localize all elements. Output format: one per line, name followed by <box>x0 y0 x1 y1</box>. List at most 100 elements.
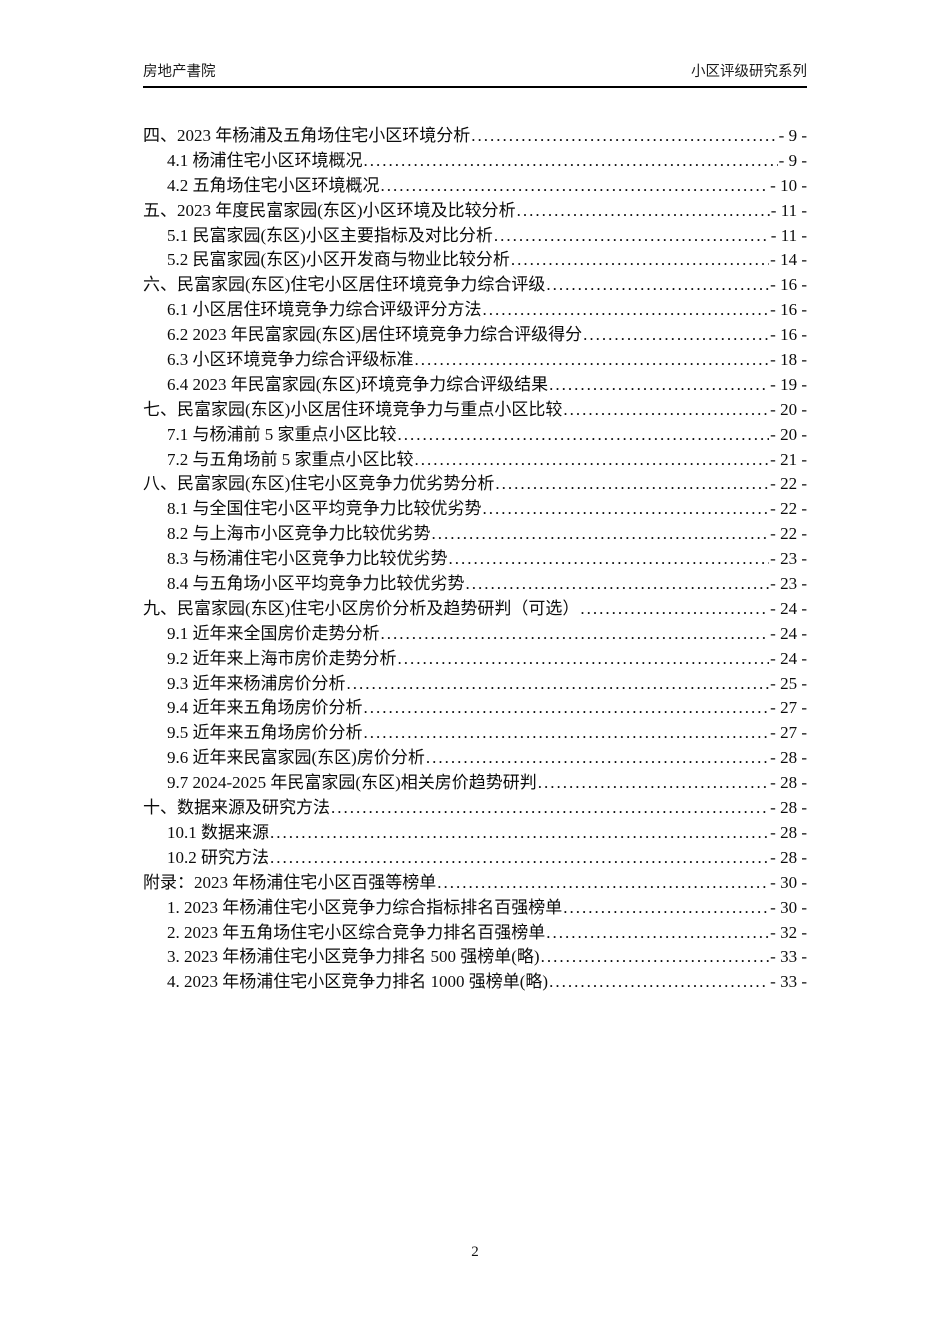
toc-entry-title: 1. 2023 年杨浦住宅小区竞争力综合指标排名百强榜单 <box>167 897 563 917</box>
toc-entry-page: - 18 - <box>770 350 807 370</box>
toc-dot-leader: ........................................… <box>495 474 770 494</box>
page-footer: 2 <box>0 1243 950 1261</box>
toc-dot-leader: ........................................… <box>363 698 770 718</box>
toc-entry-page: - 10 - <box>770 175 807 195</box>
toc-dot-leader: ........................................… <box>537 773 769 793</box>
toc-entry-title: 6.1 小区居住环境竞争力综合评级评分方法 <box>167 300 482 320</box>
toc-entry: 8.1 与全国住宅小区平均竞争力比较优劣势...................… <box>143 497 807 522</box>
toc-entry: 五、2023 年度民富家园(东区)小区环境及比较分析..............… <box>143 199 807 224</box>
toc-entry-title: 六、民富家园(东区)住宅小区居住环境竞争力综合评级 <box>143 275 546 295</box>
toc-entry: 9.6 近年来民富家园(东区)房价分析.....................… <box>143 746 807 771</box>
toc-dot-leader: ........................................… <box>546 275 770 295</box>
header-right-text: 小区评级研究系列 <box>691 64 807 80</box>
toc-entry-title: 4.2 五角场住宅小区环境概况 <box>167 175 380 195</box>
toc-entry-title: 9.6 近年来民富家园(东区)房价分析 <box>167 748 425 768</box>
toc-dot-leader: ........................................… <box>270 847 770 867</box>
toc-dot-leader: ........................................… <box>563 897 770 917</box>
toc-entry-title: 9.2 近年来上海市房价走势分析 <box>167 648 397 668</box>
toc-entry-page: - 28 - <box>770 748 807 768</box>
toc-entry: 10.2 研究方法...............................… <box>143 846 807 871</box>
toc-entry-title: 5.1 民富家园(东区)小区主要指标及对比分析 <box>167 225 493 245</box>
toc-entry: 5.1 民富家园(东区)小区主要指标及对比分析.................… <box>143 224 807 249</box>
toc-entry-page: - 16 - <box>770 325 807 345</box>
toc-entry: 9.1 近年来全国房价走势分析.........................… <box>143 622 807 647</box>
toc-entry-page: - 19 - <box>770 374 807 394</box>
toc-dot-leader: ........................................… <box>380 623 770 643</box>
toc-entry-page: - 28 - <box>770 798 807 818</box>
toc-entry: 9.4 近年来五角场房价分析..........................… <box>143 696 807 721</box>
toc-entry: 6.2 2023 年民富家园(东区)居住环境竞争力综合评级得分.........… <box>143 323 807 348</box>
toc-entry-page: - 20 - <box>770 424 807 444</box>
toc-entry: 6.1 小区居住环境竞争力综合评级评分方法...................… <box>143 298 807 323</box>
toc-entry-page: - 23 - <box>770 574 807 594</box>
toc-entry: 3. 2023 年杨浦住宅小区竞争力排名 500 强榜单(略).........… <box>143 945 807 970</box>
toc-entry-title: 8.2 与上海市小区竞争力比较优劣势 <box>167 524 431 544</box>
toc-entry-page: - 30 - <box>770 872 807 892</box>
toc-dot-leader: ........................................… <box>549 374 769 394</box>
toc-entry-title: 9.3 近年来杨浦房价分析 <box>167 673 346 693</box>
toc-entry-title: 4.1 杨浦住宅小区环境概况 <box>167 150 363 170</box>
toc-entry: 7.2 与五角场前 5 家重点小区比较.....................… <box>143 448 807 473</box>
toc-entry-page: - 30 - <box>770 897 807 917</box>
toc-entry-page: - 11 - <box>770 200 807 220</box>
toc-entry-title: 5.2 民富家园(东区)小区开发商与物业比较分析 <box>167 250 510 270</box>
toc-dot-leader: ........................................… <box>270 822 770 842</box>
toc-dot-leader: ........................................… <box>431 524 770 544</box>
toc-entry: 7.1 与杨浦前 5 家重点小区比较......................… <box>143 423 807 448</box>
toc-dot-leader: ........................................… <box>482 300 770 320</box>
toc-entry-page: - 28 - <box>770 847 807 867</box>
toc-entry-page: - 11 - <box>770 225 807 245</box>
toc-entry-title: 7.1 与杨浦前 5 家重点小区比较 <box>167 424 397 444</box>
toc-dot-leader: ........................................… <box>397 424 770 444</box>
toc-dot-leader: ........................................… <box>516 200 770 220</box>
toc-entry: 4.1 杨浦住宅小区环境概况..........................… <box>143 149 807 174</box>
toc-entry: 9.7 2024-2025 年民富家园(东区)相关房价趋势研判.........… <box>143 771 807 796</box>
toc-entry: 2. 2023 年五角场住宅小区综合竞争力排名百强榜单.............… <box>143 921 807 946</box>
toc-dot-leader: ........................................… <box>563 399 770 419</box>
toc-entry: 6.3 小区环境竞争力综合评级标准.......................… <box>143 348 807 373</box>
toc-entry-title: 9.1 近年来全国房价走势分析 <box>167 623 380 643</box>
toc-entry-title: 8.3 与杨浦住宅小区竞争力比较优劣势 <box>167 549 448 569</box>
toc-entry-title: 七、民富家园(东区)小区居住环境竞争力与重点小区比较 <box>143 399 563 419</box>
toc-dot-leader: ........................................… <box>380 175 770 195</box>
toc-entry-title: 九、民富家园(东区)住宅小区房价分析及趋势研判（可选） <box>143 598 580 618</box>
toc-entry-title: 十、数据来源及研究方法 <box>143 798 330 818</box>
toc-dot-leader: ........................................… <box>482 499 770 519</box>
toc-entry-page: - 27 - <box>770 723 807 743</box>
toc-entry-page: - 24 - <box>770 623 807 643</box>
toc-dot-leader: ........................................… <box>414 449 770 469</box>
toc-dot-leader: ........................................… <box>540 947 770 967</box>
toc-entry-page: - 23 - <box>770 549 807 569</box>
toc-entry-title: 9.5 近年来五角场房价分析 <box>167 723 363 743</box>
toc-entry-page: - 22 - <box>770 524 807 544</box>
toc-entry-title: 4. 2023 年杨浦住宅小区竞争力排名 1000 强榜单(略) <box>167 972 549 992</box>
toc-dot-leader: ........................................… <box>331 798 769 818</box>
toc-entry-page: - 22 - <box>770 474 807 494</box>
toc-dot-leader: ........................................… <box>510 250 769 270</box>
toc-entry: 8.3 与杨浦住宅小区竞争力比较优劣势.....................… <box>143 547 807 572</box>
toc-entry: 附录：2023 年杨浦住宅小区百强等榜单....................… <box>143 871 807 896</box>
toc-entry: 1. 2023 年杨浦住宅小区竞争力综合指标排名百强榜单............… <box>143 896 807 921</box>
toc-entry-title: 五、2023 年度民富家园(东区)小区环境及比较分析 <box>143 200 516 220</box>
toc-entry-title: 9.4 近年来五角场房价分析 <box>167 698 363 718</box>
toc-entry-page: - 20 - <box>770 399 807 419</box>
toc-entry-title: 2. 2023 年五角场住宅小区综合竞争力排名百强榜单 <box>167 922 546 942</box>
toc-entry-title: 附录：2023 年杨浦住宅小区百强等榜单 <box>143 872 437 892</box>
toc-dot-leader: ........................................… <box>448 549 770 569</box>
toc-entry-title: 6.3 小区环境竞争力综合评级标准 <box>167 350 414 370</box>
toc-entry-page: - 28 - <box>770 773 807 793</box>
toc-entry: 七、民富家园(东区)小区居住环境竞争力与重点小区比较..............… <box>143 398 807 423</box>
toc-dot-leader: ........................................… <box>549 972 769 992</box>
toc-dot-leader: ........................................… <box>397 648 770 668</box>
page-number: 2 <box>471 1244 479 1260</box>
toc-entry-page: - 16 - <box>770 275 807 295</box>
toc-entry-title: 6.4 2023 年民富家园(东区)环境竞争力综合评级结果 <box>167 374 549 394</box>
toc-entry-title: 9.7 2024-2025 年民富家园(东区)相关房价趋势研判 <box>167 773 537 793</box>
toc-entry: 六、民富家园(东区)住宅小区居住环境竞争力综合评级...............… <box>143 273 807 298</box>
toc-entry: 4. 2023 年杨浦住宅小区竞争力排名 1000 强榜单(略)........… <box>143 970 807 995</box>
toc-dot-leader: ........................................… <box>465 574 770 594</box>
toc-entry: 5.2 民富家园(东区)小区开发商与物业比较分析................… <box>143 248 807 273</box>
toc-entry: 9.5 近年来五角场房价分析..........................… <box>143 721 807 746</box>
toc-entry: 9.3 近年来杨浦房价分析...........................… <box>143 672 807 697</box>
